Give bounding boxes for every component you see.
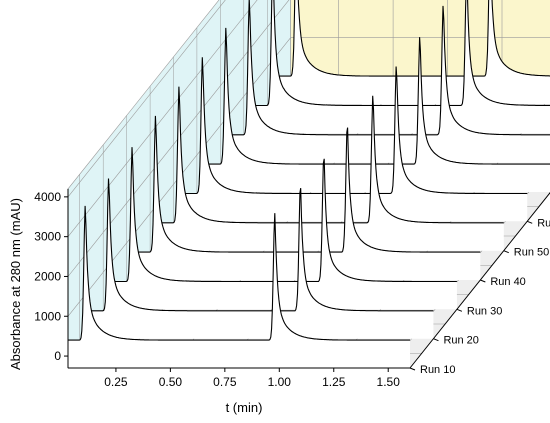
trace-fill-run-90 [255,0,550,134]
y-grid-line-4 [67,0,226,198]
trace-line-run-50 [161,86,504,224]
x-tick-label-0: 0.25 [104,375,128,389]
trace-fill-run-50 [161,86,504,251]
chart-labels: 0 1000 2000 3000 4000 0.25 0.50 0.75 1.00 1.25 1.5… [34,190,550,389]
run-label-60: Run 60 [537,217,550,229]
y-tick-label-1: 1000 [34,309,61,323]
run-label-10: Run 10 [420,364,455,376]
x-axis-title: t (min) [226,400,263,415]
trace-line-run-20 [91,178,434,312]
y-tick-label-2: 2000 [34,269,61,283]
trace-line-run-60 [185,57,528,195]
depth-tick-1 [433,338,439,342]
trace-line-run-40 [138,115,481,253]
y-tick-label-3: 3000 [34,230,61,244]
depth-tick-5 [527,220,533,224]
chart-axes [64,188,550,372]
depth-tick-2 [456,308,463,312]
y-grid-line-2 [67,0,290,277]
trace-fill-run-20 [91,178,434,339]
trace-line-run-80 [232,0,550,136]
x-tick-label-3: 1.00 [268,375,292,389]
trace-fill-run-80 [232,0,550,163]
depth-tick-0 [409,367,416,371]
trace-fill-run-40 [138,115,481,281]
x-tick-label-1: 0.50 [159,375,183,389]
y-axis-title: Absorbance at 280 nm (mAU) [8,198,23,370]
trace-fill-run-30 [114,147,457,310]
y-tick-label-0: 0 [54,349,61,363]
depth-tick-3 [480,279,486,283]
depth-tick-4 [503,250,509,254]
x-tick-label-4: 1.25 [322,375,346,389]
trace-fill-run-60 [185,57,528,222]
x-tick-label-2: 0.75 [213,375,237,389]
run-label-40: Run 40 [490,276,525,288]
trace-line-run-100 [279,0,550,77]
trace-line-run-10 [68,205,410,341]
trace-line-run-90 [255,0,550,107]
run-label-50: Run 50 [514,247,549,259]
run-label-20: Run 20 [443,335,478,347]
trace-fill-run-100 [279,0,550,104]
depth-axis-line [409,192,550,369]
run-label-30: Run 30 [467,305,502,317]
trace-line-run-30 [114,147,457,283]
x-tick-label-5: 1.50 [377,375,401,389]
chart-traces [68,0,550,368]
y-grid-line-3 [67,0,258,237]
trace-line-run-70 [208,27,550,165]
trace-fill-run-10 [68,205,410,368]
trace-fill-run-70 [208,27,550,192]
y-tick-label-4: 4000 [34,190,61,204]
